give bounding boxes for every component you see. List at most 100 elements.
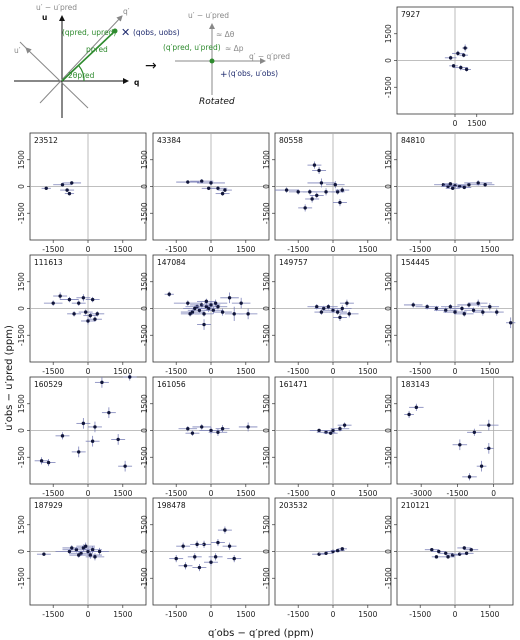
y-tick-label: -1500 [384, 446, 393, 468]
x-tick-label: 1500 [480, 245, 499, 254]
y-tick-label: 1500 [262, 272, 271, 291]
panel-161056: 161056 -1500 0 1500 -1500 0 1500 [140, 376, 270, 498]
point-marker [450, 186, 455, 190]
data-point [208, 304, 228, 310]
point-marker [88, 313, 93, 318]
panel-id-label: 198478 [157, 501, 186, 510]
data-point [197, 180, 225, 186]
point-marker [60, 434, 65, 438]
point-marker [211, 308, 216, 312]
point-marker [328, 431, 333, 435]
x-tick-label: 1500 [236, 610, 255, 619]
data-point [185, 430, 200, 436]
y-tick-label: -1500 [384, 202, 393, 224]
panel-154445: 154445 -1500 0 1500 -1500 0 1500 [384, 254, 516, 376]
data-point [204, 299, 228, 307]
point-marker [116, 437, 120, 442]
panel-id-label: 187929 [34, 501, 63, 510]
geometry-diagram: ✕ u u′ − u′pred q′ q u′ (qpred, upred) (… [14, 3, 180, 118]
y-tick-label: 0 [262, 428, 271, 433]
y-tick-label: 1500 [262, 394, 271, 413]
data-point [330, 548, 345, 553]
data-point [415, 304, 439, 310]
x-tick-label: -1500 [287, 367, 309, 376]
x-tick-label: 1500 [358, 245, 377, 254]
data-point [83, 546, 102, 554]
point-marker [67, 297, 72, 302]
data-point [71, 446, 86, 458]
point-marker [213, 555, 218, 559]
x-tick-label: -1500 [165, 489, 187, 498]
data-point [335, 187, 350, 193]
point-marker [209, 560, 213, 564]
point-marker [190, 310, 195, 314]
data-point [90, 311, 105, 317]
x-tick-label: 1500 [480, 367, 499, 376]
x-tick-label: 1500 [113, 367, 132, 376]
point-marker [174, 556, 178, 561]
point-marker [86, 549, 90, 554]
panel-id-label: 210121 [401, 501, 430, 510]
x-tick-label: 0 [209, 489, 214, 498]
point-marker [487, 446, 491, 451]
x-tick-label: 0 [331, 489, 336, 498]
point-marker [204, 299, 209, 304]
panel-7927: 7927 0 1500 -1500 0 1500 [384, 6, 514, 128]
figure-y-label: u′obs − u′pred (ppm) [4, 325, 15, 431]
point-marker [481, 310, 485, 314]
data-point [339, 299, 354, 307]
y-tick-label: -1500 [17, 567, 26, 589]
rot-pred-point [209, 58, 215, 64]
point-marker [444, 308, 448, 312]
point-marker [227, 296, 232, 300]
data-point [173, 300, 202, 306]
data-point [122, 373, 137, 381]
panel-id-label: 43384 [157, 136, 181, 145]
x-tick-label: 0 [491, 489, 496, 498]
rot-pred-label: (q′pred, u′pred) [163, 43, 221, 52]
x-tick-label: 0 [209, 245, 214, 254]
panel-id-label: 84810 [401, 136, 425, 145]
point-marker [487, 423, 491, 427]
x-tick-label: 0 [453, 119, 458, 128]
point-marker [223, 188, 227, 192]
point-marker [67, 191, 72, 196]
y-tick-label: 0 [140, 306, 149, 311]
point-marker [195, 542, 199, 547]
data-point [480, 303, 500, 311]
data-point [445, 186, 460, 190]
point-marker [220, 191, 225, 196]
point-marker [462, 312, 466, 316]
point-marker [88, 553, 93, 557]
point-marker [72, 312, 76, 316]
data-point [314, 309, 329, 315]
x-tick-label: 0 [209, 610, 214, 619]
point-marker [93, 555, 97, 559]
data-point [457, 185, 472, 190]
point-marker [495, 310, 499, 314]
y-tick-label: 1500 [384, 150, 393, 169]
panel-80558: 80558 -1500 0 1500 -1500 0 1500 [262, 132, 392, 254]
data-point [337, 547, 347, 551]
data-point [78, 309, 93, 315]
data-point [197, 319, 211, 330]
point-marker [81, 421, 86, 426]
point-marker [467, 475, 472, 479]
data-point [118, 460, 133, 472]
point-marker [458, 443, 462, 447]
data-point [489, 308, 504, 316]
y-tick-label: 0 [384, 306, 393, 311]
data-point [34, 457, 49, 465]
data-point [213, 308, 232, 316]
x-tick-label: -1500 [287, 489, 309, 498]
data-point [204, 558, 218, 566]
panel-111613: 111613 -1500 0 1500 -1500 0 1500 [17, 254, 147, 376]
data-point [462, 67, 471, 72]
point-marker [77, 553, 81, 557]
point-marker [308, 190, 312, 194]
point-marker [220, 310, 225, 314]
point-marker [333, 183, 338, 187]
x-tick-label: 1500 [467, 119, 486, 128]
data-point [60, 296, 79, 303]
y-tick-label: 1500 [17, 150, 26, 169]
